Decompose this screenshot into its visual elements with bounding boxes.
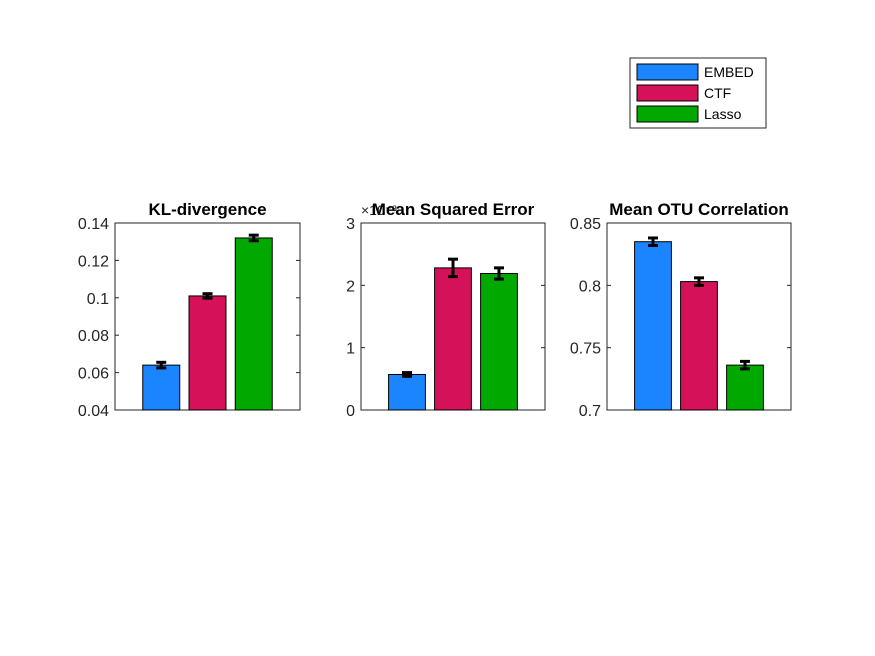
legend-label-embed: EMBED — [704, 64, 754, 80]
legend: EMBED CTF Lasso — [629, 57, 767, 129]
legend-label-ctf: CTF — [704, 85, 731, 101]
chart-title: Mean OTU Correlation — [609, 200, 788, 219]
bar-ctf — [188, 295, 227, 411]
y-tick-label: 0.85 — [570, 216, 601, 233]
y-tick-label: 0.14 — [78, 216, 109, 233]
legend-swatch-lasso — [636, 105, 699, 123]
bar-lasso — [480, 272, 518, 411]
y-tick-label: 0.75 — [570, 341, 601, 358]
y-tick-label: 0.1 — [87, 291, 109, 308]
chart-panel-3: 0.7 0.75 0.8 0.85 Mean OTU Correlation — [570, 200, 792, 420]
y-tick-label: 0.12 — [78, 253, 109, 270]
legend-swatch-ctf — [636, 84, 699, 102]
chart-title: Mean Squared Error — [372, 200, 535, 219]
y-tick-label: 0.06 — [78, 366, 109, 383]
legend-label-lasso: Lasso — [704, 106, 742, 122]
chart-title: KL-divergence — [148, 200, 266, 219]
y-tick-label: 0.7 — [579, 403, 601, 420]
y-exponent-label: ×10⁻³ — [361, 202, 397, 218]
y-tick-label: 0.8 — [579, 278, 601, 295]
bar-lasso — [726, 364, 764, 411]
bar-lasso — [234, 237, 273, 411]
y-tick-label: 0 — [346, 403, 355, 420]
bar-ctf — [434, 267, 472, 411]
bar-embed — [634, 241, 672, 411]
y-tick-label: 0.04 — [78, 403, 109, 420]
y-tick-label: 3 — [346, 216, 355, 233]
bar-ctf — [680, 281, 718, 411]
legend-swatch-embed — [636, 63, 699, 81]
y-tick-label: 2 — [346, 278, 355, 295]
y-tick-label: 0.08 — [78, 328, 109, 345]
bar-embed — [388, 373, 426, 411]
bar-embed — [142, 364, 181, 411]
y-tick-label: 1 — [346, 341, 355, 358]
chart-panel-1: 0.04 0.06 0.08 0.1 0.12 0.14 KL-divergence — [78, 200, 301, 420]
